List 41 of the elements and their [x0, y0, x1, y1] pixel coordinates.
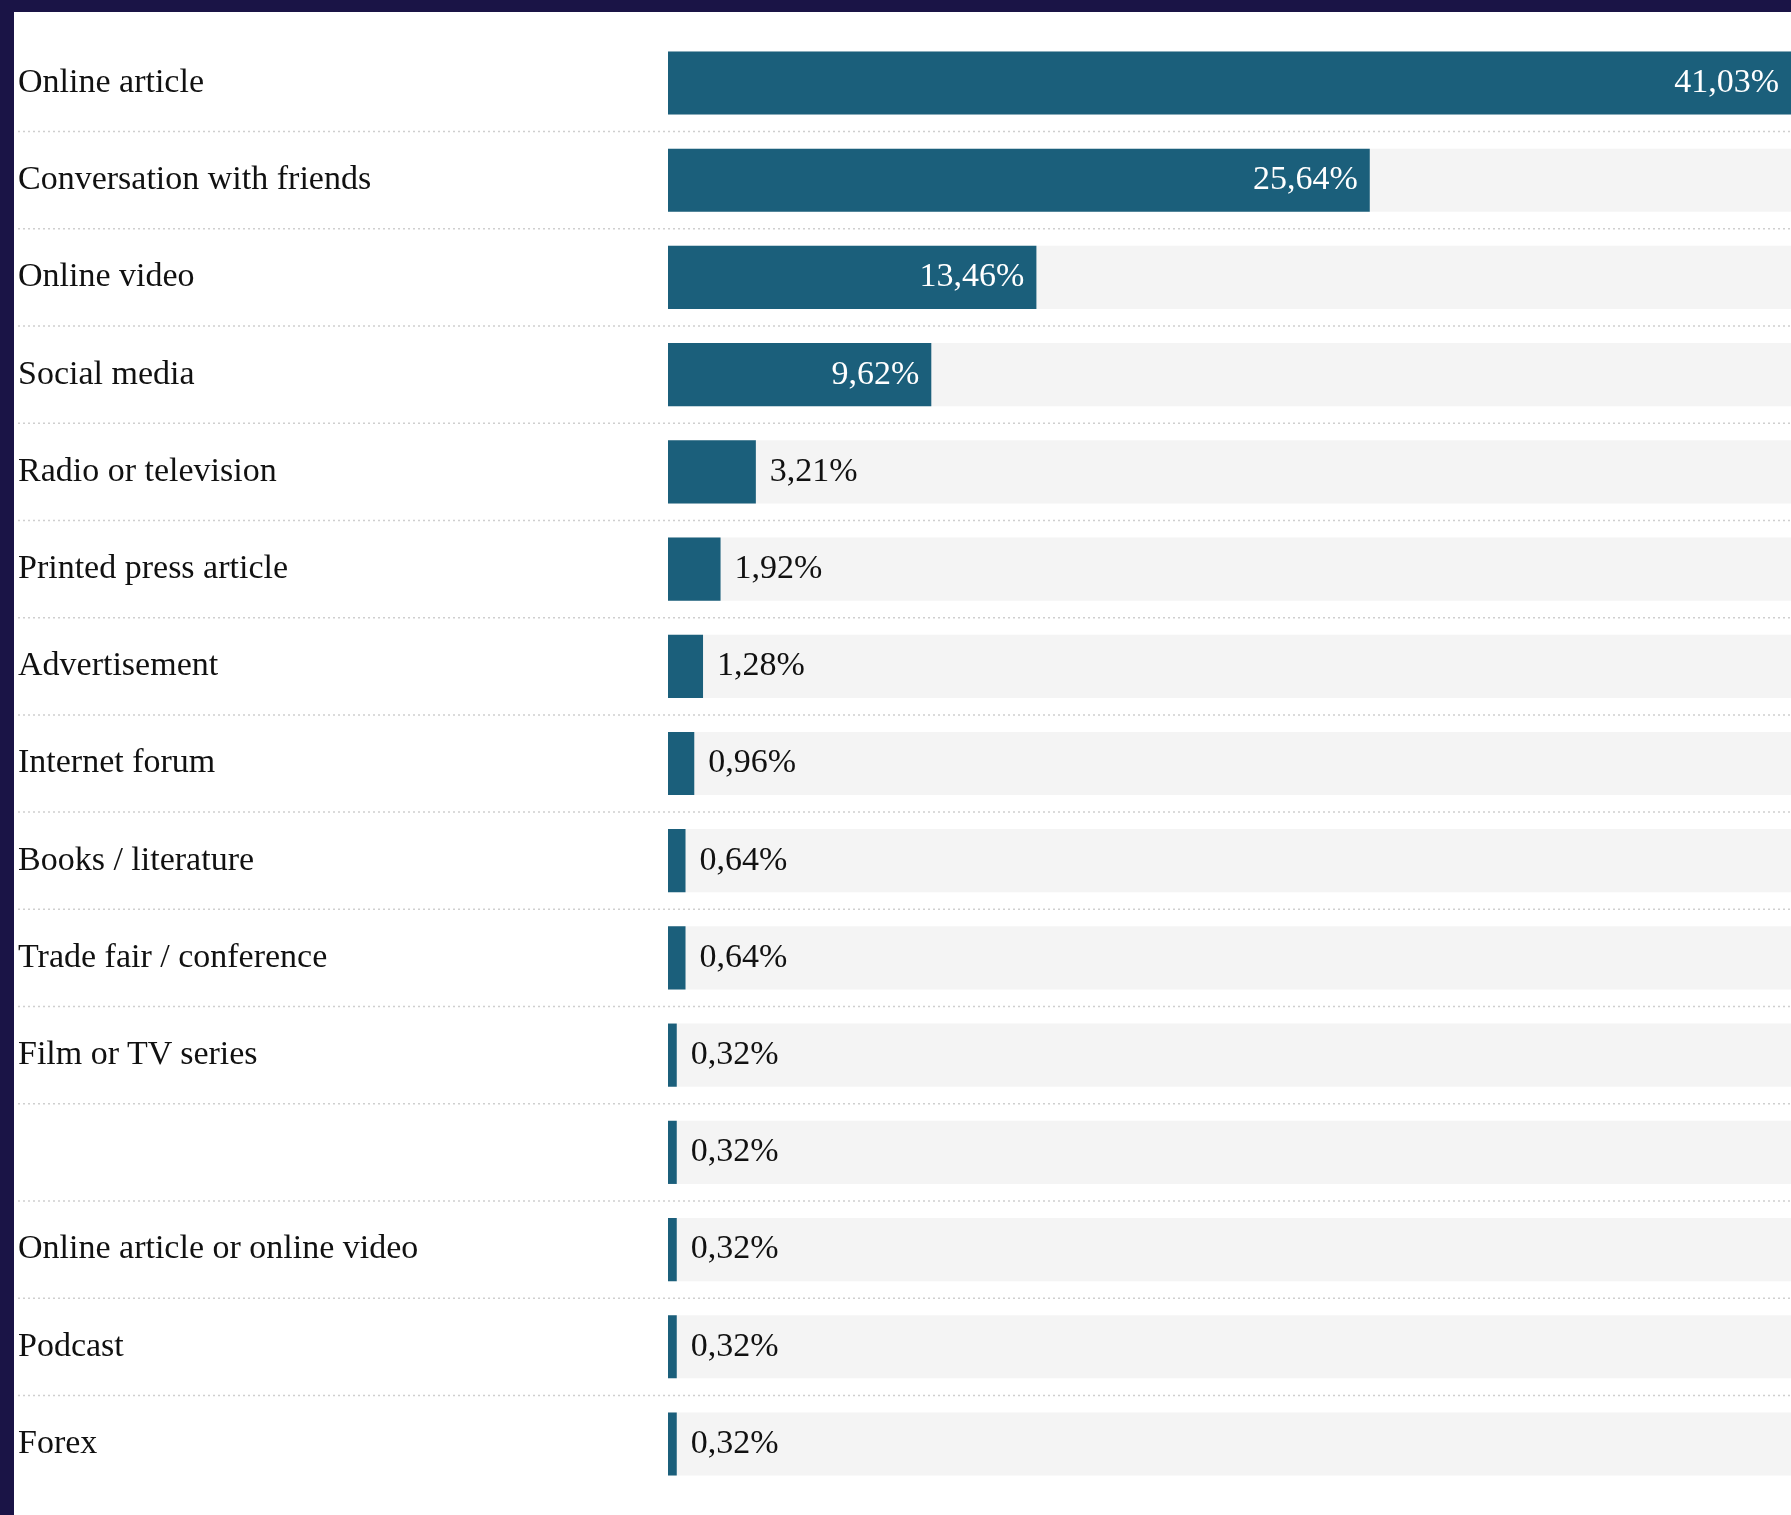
- y-tick-label: Online video: [18, 256, 195, 294]
- y-tick-label: Trade fair / conference: [18, 936, 328, 974]
- data-label: 0,32%: [690, 1325, 779, 1363]
- data-label: 3,21%: [769, 450, 858, 488]
- bar: [668, 829, 686, 893]
- bar: [668, 1023, 677, 1087]
- y-tick-label: Conversation with friends: [18, 159, 372, 197]
- y-tick-label: Podcast: [18, 1325, 125, 1363]
- y-tick-label: Film or TV series: [18, 1034, 258, 1072]
- y-tick-label: Forex: [18, 1422, 98, 1460]
- data-label: 0,32%: [690, 1131, 779, 1169]
- bar: [668, 1412, 677, 1476]
- data-label: 0,32%: [690, 1422, 779, 1460]
- y-tick-label: Social media: [18, 353, 195, 391]
- bar: [668, 634, 704, 698]
- bar: [668, 1120, 677, 1184]
- data-label: 9,62%: [831, 353, 920, 391]
- data-label: 0,64%: [699, 936, 788, 974]
- data-label: 0,32%: [690, 1228, 779, 1266]
- y-tick-label: Online article or online video: [18, 1228, 419, 1266]
- data-label: 13,46%: [919, 256, 1025, 294]
- y-tick-label: Printed press article: [18, 548, 289, 585]
- data-label: 41,03%: [1674, 61, 1779, 99]
- bar: [668, 1315, 677, 1379]
- data-label: 0,64%: [699, 839, 788, 877]
- y-tick-label: Radio or television: [18, 450, 277, 488]
- y-tick-label: Online article: [18, 61, 204, 99]
- y-tick-label: Advertisement: [18, 645, 219, 683]
- data-label: 1,92%: [734, 548, 823, 585]
- bar: [668, 440, 756, 504]
- bar: [668, 926, 686, 990]
- y-tick-label: Internet forum: [18, 742, 216, 780]
- bar: [668, 537, 721, 601]
- data-label: 25,64%: [1252, 159, 1358, 197]
- bar: [668, 731, 695, 796]
- data-label: 0,32%: [690, 1034, 779, 1072]
- data-label: 1,28%: [717, 645, 805, 683]
- y-tick-label: Books / literature: [18, 839, 255, 877]
- data-label: 0,96%: [708, 742, 797, 780]
- bar: [668, 343, 932, 407]
- bar: [668, 1217, 677, 1282]
